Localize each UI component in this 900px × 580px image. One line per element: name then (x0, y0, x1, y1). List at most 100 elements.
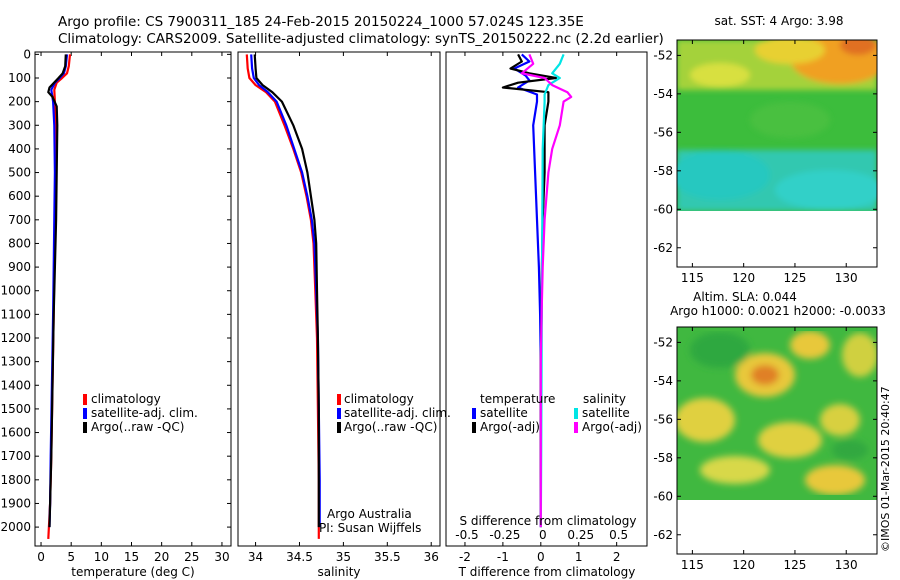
temperature-series (47, 54, 72, 539)
temperature-legend: climatology satellite-adj. clim. Argo(..… (83, 392, 198, 434)
sst_map-lat-tick-label: -60 (653, 202, 673, 216)
sla-map-frame (676, 326, 878, 555)
depth-tick-label: 700 (8, 213, 31, 227)
difference-xtick-label: 2 (613, 550, 621, 564)
salinity-plot-frame (237, 51, 441, 547)
sst-heatmap (677, 40, 877, 211)
temperature-xtick-label: 20 (154, 550, 169, 564)
legend-swatch-climatology (337, 394, 341, 405)
depth-tick-label: 1700 (0, 449, 31, 463)
sla_map-lat-tick-label: -60 (653, 489, 673, 503)
sla-orange-1 (751, 365, 779, 385)
salinity-xaxis: 34 34.5 35 35.5 36 (248, 52, 439, 564)
salinity-annotation-line1: Argo Australia (327, 507, 412, 521)
sla-map-xaxis: 115 120 125 130 (681, 327, 858, 572)
temperature-xtick-label: 10 (94, 550, 109, 564)
difference-xtick-label: -1 (497, 550, 509, 564)
sst-green-patch (750, 102, 830, 138)
sst_map-lon-tick-label: 125 (783, 271, 806, 285)
sla-map-yaxis: -52 -54 -56 -58 -60 -62 (653, 335, 877, 542)
sst-cyan-patch (775, 170, 877, 210)
legend-label-argo: Argo(..raw -QC) (91, 420, 184, 434)
legend-label-climatology: climatology (91, 392, 161, 406)
difference-series (501, 53, 573, 528)
difference-xtick-label: 1 (575, 550, 583, 564)
sst-map-xaxis: 115 120 125 130 (681, 40, 858, 285)
difference-xtick-label: 0 (537, 550, 545, 564)
temperature-xtick-label: 15 (124, 550, 139, 564)
sst_map-lat-tick-label: -62 (653, 241, 673, 255)
legend-swatch-argo (337, 422, 341, 433)
sst-map-title: sat. SST: 4 Argo: 3.98 (715, 14, 844, 28)
depth-tick-label: 1900 (0, 496, 31, 510)
legend-swatch-argo (83, 422, 87, 433)
sst_map-lon-tick-label: 130 (835, 271, 858, 285)
depth-tick-label: 2000 (0, 520, 31, 534)
legend-swatch-satellite (83, 408, 87, 419)
difference-plot-frame (445, 51, 648, 547)
sst-field (677, 40, 877, 211)
difference-top-tick-label: 0.5 (609, 528, 628, 542)
temperature-xtick-label: 25 (184, 550, 199, 564)
difference-xlabel: T difference from climatology (458, 565, 636, 579)
legend-label-satellite: satellite-adj. clim. (344, 406, 451, 420)
salinity-panel: 34 34.5 35 35.5 36 salinity climatology sate… (237, 51, 451, 579)
difference-top-tick-label: -0.5 (455, 528, 478, 542)
sst-map-panel: sat. SST: 4 Argo: 3.98 -52 -54 -56 -58 -60 -6… (653, 14, 878, 285)
legend-swatch-satellite (337, 408, 341, 419)
sla_map-lon-tick-label: 125 (783, 558, 806, 572)
difference-top-tick-label: 0 (539, 528, 547, 542)
temperature-xaxis: 0 5 10 15 20 25 30 (37, 52, 230, 564)
sst-hot-spot (840, 40, 876, 55)
credit-stamp: ©IMOS 01-Mar-2015 20:40:47 (879, 386, 892, 552)
sla-map-subtitle: Argo h1000: 0.0021 h2000: -0.0033 (670, 304, 886, 318)
sla-yellow-6 (820, 404, 860, 436)
sla-field (677, 331, 877, 495)
sst-map-frame (676, 39, 878, 268)
sla-map-title: Altim. SLA: 0.044 (693, 290, 797, 304)
depth-tick-label: 1300 (0, 355, 31, 369)
sla-yellow-4 (677, 398, 735, 442)
sst-map-yaxis: -52 -54 -56 -58 -60 -62 (653, 48, 877, 255)
sla_map-lon-tick-label: 130 (835, 558, 858, 572)
depth-tick-label: 1400 (0, 378, 31, 392)
sst_map-lat-tick-label: -52 (653, 48, 673, 62)
sla_map-lat-tick-label: -54 (653, 374, 673, 388)
salinity-xtick-label: 35.5 (374, 550, 401, 564)
sla_map-lat-tick-label: -56 (653, 412, 673, 426)
sla-yellow-5 (758, 422, 822, 458)
legend-label-satellite: satellite-adj. clim. (91, 406, 198, 420)
depth-tick-label: 900 (8, 260, 31, 274)
salinity-xtick-label: 34 (248, 550, 263, 564)
sla-heatmap (677, 327, 877, 500)
sla_map-lat-tick-label: -52 (653, 335, 673, 349)
header-line2: Climatology: CARS2009. Satellite-adjuste… (58, 31, 664, 47)
sst_map-lon-tick-label: 120 (732, 271, 755, 285)
sla_map-lon-tick-label: 120 (732, 558, 755, 572)
depth-tick-label: 100 (8, 71, 31, 85)
difference-top-tick-label: 0.25 (567, 528, 594, 542)
sla_map-lat-tick-label: -58 (653, 451, 673, 465)
salinity-line-satellite (250, 54, 321, 528)
temperature-plot-frame (34, 51, 232, 547)
depth-tick-label: 300 (8, 118, 31, 132)
difference-xtick-label: -2 (459, 550, 471, 564)
difference-xaxis: -2 -1 0 1 2 (459, 52, 621, 564)
legend-label-t-argo: Argo(-adj) (480, 420, 540, 434)
difference-legend: temperature salinity satellite Argo(-adj… (472, 392, 642, 434)
difference-panel: -2 -1 0 1 2 -0.5 -0.25 0 0.25 0.5 T difference f… (445, 51, 648, 579)
sst-warm-patch (755, 40, 825, 64)
sla-green-1 (690, 332, 750, 368)
temperature-yaxis: 0 100 200 300 400 500 600 700 800 900 1000 1100 1200… (0, 47, 231, 534)
temperature-panel: 0100200300400500600700800900100011001200… (0, 47, 232, 579)
depth-tick-label: 400 (8, 142, 31, 156)
legend-label-s-satellite: satellite (582, 406, 630, 420)
depth-tick-label: 200 (8, 95, 31, 109)
salinity-series (245, 54, 321, 539)
sla_map-lat-tick-label: -62 (653, 528, 673, 542)
legend-swatch-t-argo (472, 422, 476, 433)
depth-tick-label: 1500 (0, 402, 31, 416)
salinity-line-argo (253, 54, 320, 528)
salinity-xtick-label: 36 (424, 550, 439, 564)
